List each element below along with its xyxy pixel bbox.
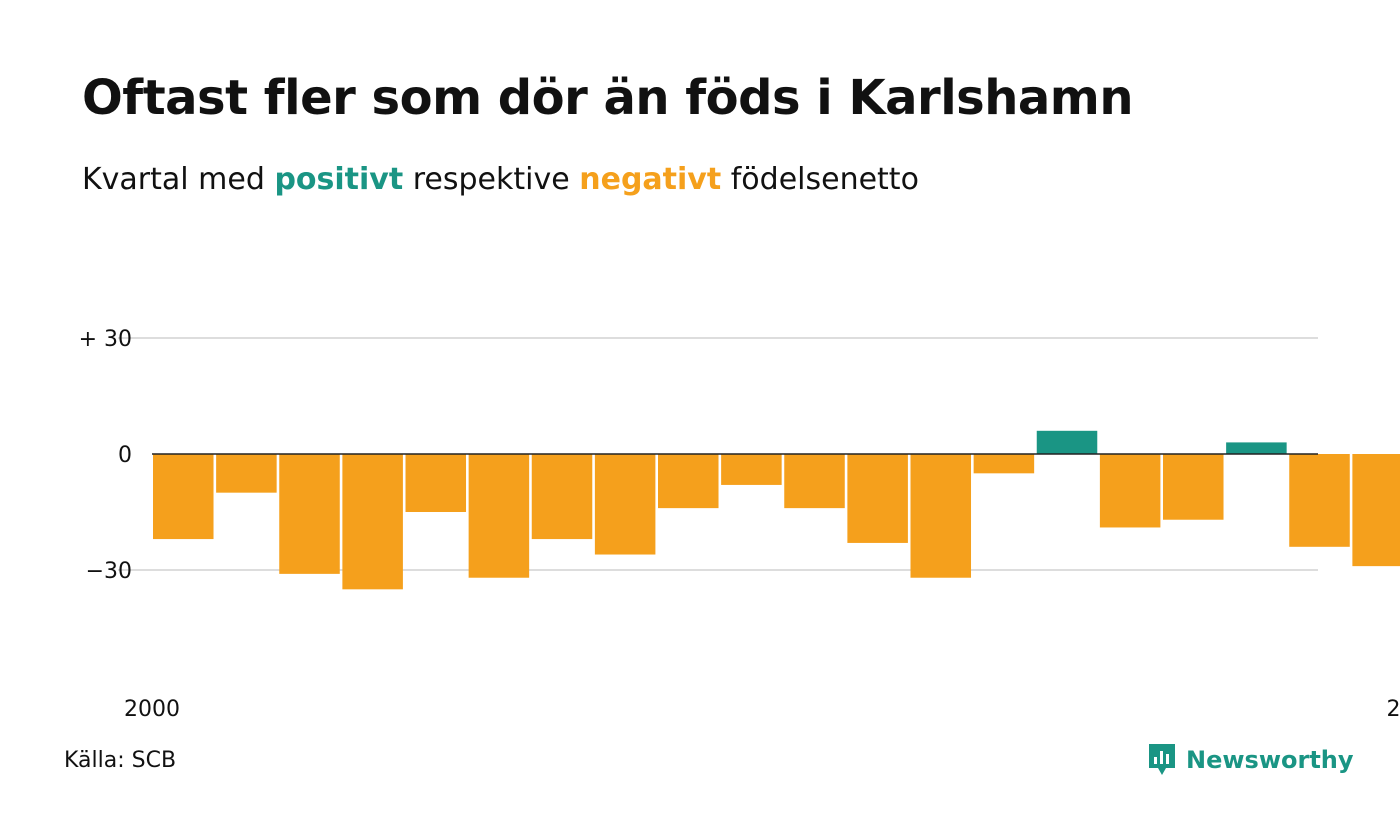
axes: + 300−3020002005201020152020 [79,327,1400,722]
bars [153,430,1400,590]
chart-subtitle: Kvartal med positivt respektive negativt… [82,162,919,197]
bar-negative [973,454,1035,474]
bar-negative [531,454,593,540]
bar-negative [847,454,908,543]
bar-negative [342,454,403,590]
bar-negative [658,454,719,509]
bar-negative [216,454,277,493]
x-tick-label: 2000 [124,697,180,722]
bar-negative [1163,454,1224,520]
x-tick-label: 2005 [1387,697,1400,722]
y-tick-label: −30 [86,559,132,584]
newsworthy-logo-icon [1149,744,1175,775]
brand-name: Newsworthy [1186,746,1354,774]
subtitle-middle: respektive [412,162,570,197]
subtitle-prefix: Kvartal med [82,162,265,197]
y-tick-label: 0 [118,443,132,468]
subtitle-positive-word: positivt [274,162,404,197]
bar-negative [468,454,530,578]
bar-negative [721,454,782,485]
bar-negative [784,454,845,509]
y-tick-label: + 30 [79,327,132,352]
newsworthy-logo: Newsworthy [1147,742,1354,778]
bar-negative [910,454,972,578]
bar-negative [594,454,656,555]
bar-positive [1226,442,1287,454]
bar-negative [153,454,214,540]
subtitle-suffix: födelsenetto [730,162,919,197]
bar-negative [1289,454,1350,547]
bar-negative [405,454,467,512]
source-note: Källa: SCB [64,748,177,773]
bar-negative [279,454,340,574]
bar-positive [1036,430,1098,454]
bar-negative [1352,454,1400,567]
chart-title: Oftast fler som dör än föds i Karlshamn [82,70,1133,126]
bar-negative [1099,454,1161,528]
subtitle-negative-word: negativt [579,162,722,197]
